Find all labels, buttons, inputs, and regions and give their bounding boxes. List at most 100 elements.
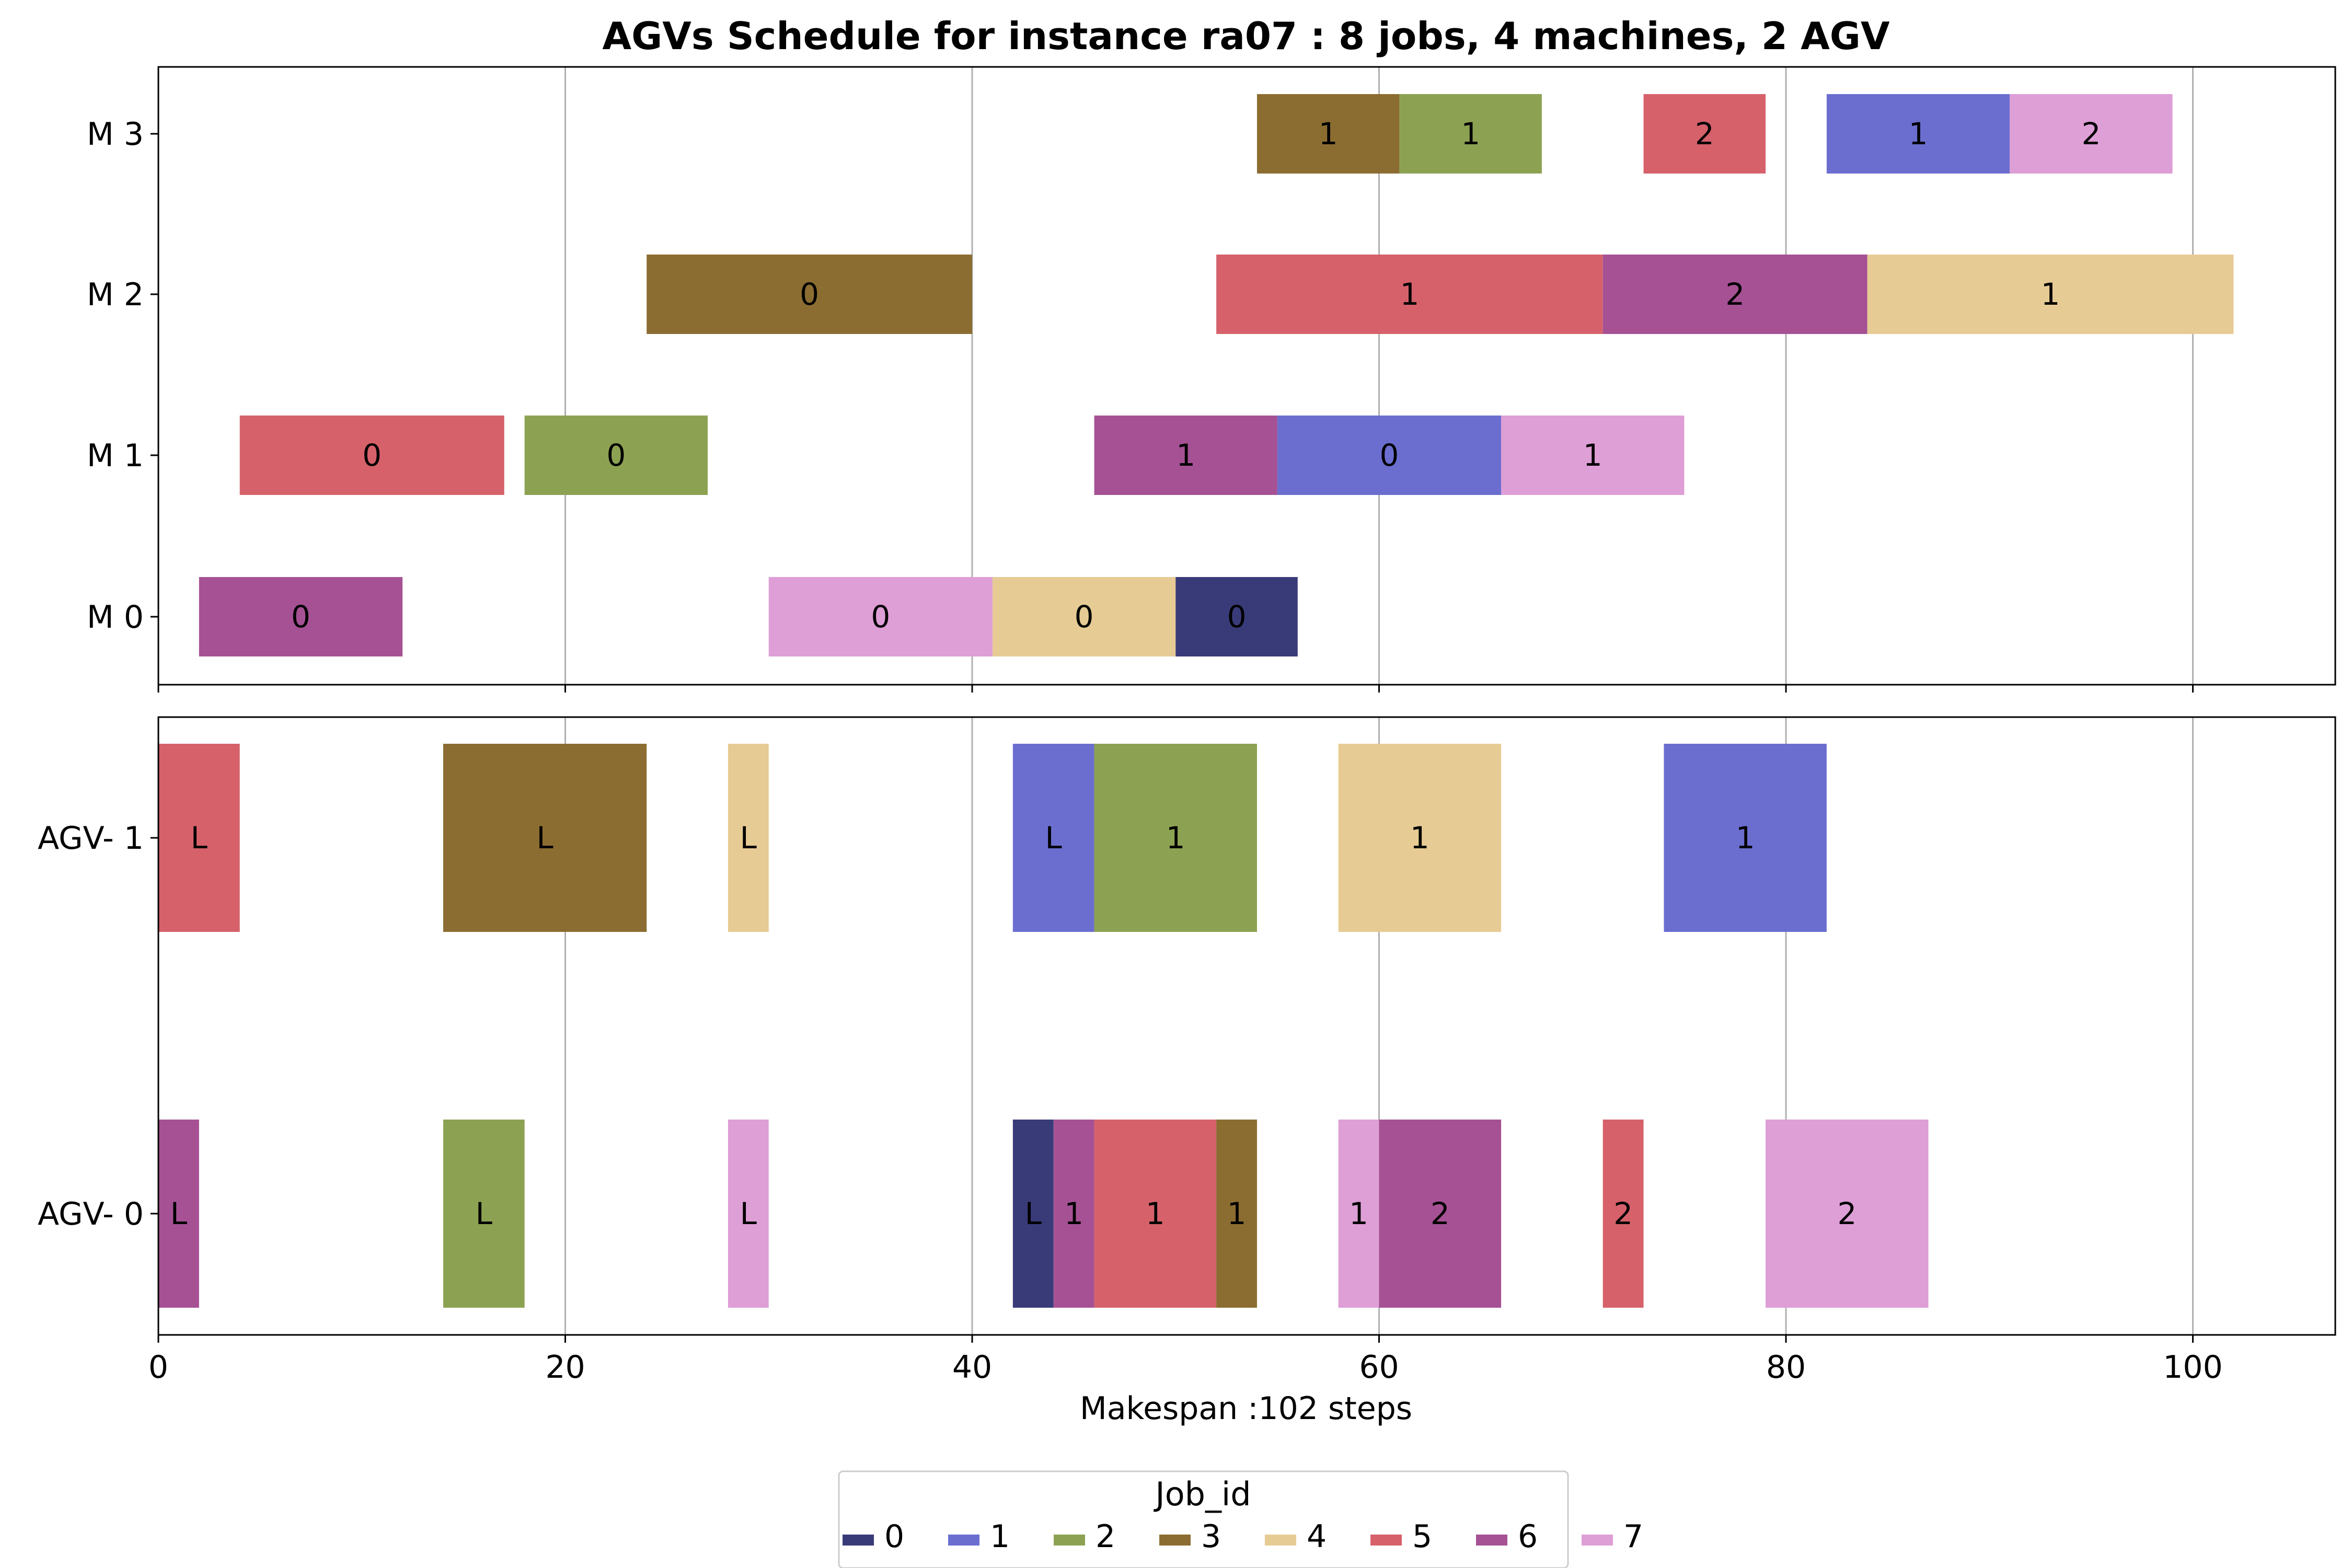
machine-task-bar	[1643, 94, 1766, 174]
legend-label-job-5: 5	[1412, 1518, 1432, 1555]
agv-task-bar	[728, 1120, 769, 1308]
machine-task-label: 1	[1909, 116, 1928, 152]
legend-label-job-7: 7	[1623, 1518, 1643, 1555]
agv-task-bar	[1664, 744, 1827, 932]
agv-task-bar	[158, 744, 240, 932]
agv-task-bar	[158, 1120, 199, 1308]
agv-x-tick-label: 100	[2163, 1349, 2223, 1386]
machine-row-label: M 1	[87, 437, 144, 474]
machine-task-bar	[199, 577, 403, 656]
agv-task-bar	[1094, 1120, 1217, 1308]
machine-task-label: 0	[362, 437, 382, 473]
agv-task-bar	[1338, 744, 1502, 932]
machine-task-label: 1	[1400, 276, 1419, 312]
machine-task-bar	[1602, 255, 1867, 334]
machine-panel: 1 1 2 1 2 0 1 2 1 0 0 1 0 1 0 0 0 0 M 0 M 1 M 2 M 3	[87, 66, 2336, 693]
machine-task-bar	[524, 416, 708, 495]
machine-task-bar	[647, 255, 973, 334]
machine-task-label: 0	[291, 599, 310, 635]
agv-x-tick-label: 40	[952, 1349, 992, 1386]
agv-task-label: L	[740, 1196, 757, 1231]
agv-task-bar	[1053, 1120, 1094, 1308]
agv-x-tick-label: 60	[1359, 1349, 1399, 1386]
machine-task-bar	[1277, 416, 1502, 495]
agv-task-label: L	[1045, 820, 1062, 856]
machine-task-label: 1	[1461, 116, 1480, 152]
legend-swatch-job-2	[1054, 1535, 1085, 1546]
machine-task-label: 0	[800, 276, 819, 312]
legend-swatch-job-7	[1582, 1535, 1613, 1546]
machine-task-bar	[1216, 255, 1603, 334]
machine-task-label: 1	[2041, 276, 2060, 312]
legend-swatch-job-5	[1370, 1535, 1402, 1546]
machine-task-bar	[2010, 94, 2173, 174]
machine-task-label: 1	[1583, 437, 1602, 473]
machine-task-bar	[992, 577, 1176, 656]
agv-task-bar	[1766, 1120, 1929, 1308]
agv-frame	[157, 716, 2336, 1336]
legend-items: 0 1 2 3 4 5 6 7	[843, 1518, 1643, 1555]
legend-label-job-4: 4	[1307, 1518, 1327, 1555]
machine-task-bar	[1826, 94, 2010, 174]
machine-task-label: 0	[1227, 599, 1247, 635]
machine-row-label: M 3	[87, 116, 144, 153]
agv-task-label: L	[1025, 1196, 1042, 1231]
agv-task-bar	[443, 744, 647, 932]
x-axis-label: Makespan :102 steps	[1080, 1390, 1412, 1427]
agv-task-label: 1	[1227, 1196, 1247, 1231]
machine-task-label: 2	[2081, 116, 2101, 152]
legend-label-job-6: 6	[1518, 1518, 1538, 1555]
legend-label-job-3: 3	[1201, 1518, 1221, 1555]
agv-task-label: 1	[1736, 820, 1755, 856]
agv-row-label: AGV- 0	[38, 1196, 144, 1232]
machine-task-bar	[768, 577, 993, 656]
agv-x-tick-label: 80	[1766, 1349, 1806, 1386]
legend: Job_id 0 1 2 3 4 5 6 7	[838, 1470, 1643, 1568]
agv-task-label: L	[191, 820, 207, 856]
agv-task-label: 1	[1166, 820, 1185, 856]
agv-task-label: 2	[1431, 1196, 1450, 1231]
machine-task-bar	[1501, 416, 1685, 495]
agv-task-label: 2	[1837, 1196, 1857, 1231]
agv-task-label: L	[476, 1196, 492, 1231]
machine-task-bar	[1399, 94, 1542, 174]
agv-task-bar	[1338, 1120, 1379, 1308]
legend-label-job-1: 1	[990, 1518, 1010, 1555]
legend-swatch-job-3	[1159, 1535, 1191, 1546]
agv-task-label: 1	[1349, 1196, 1368, 1231]
agv-task-bar	[1012, 744, 1094, 932]
legend-swatch-job-0	[843, 1535, 874, 1546]
agv-x-tick-label: 20	[545, 1349, 585, 1386]
agv-task-bar	[1602, 1120, 1644, 1308]
machine-task-bar	[239, 416, 504, 495]
agv-task-bar	[1094, 744, 1257, 932]
machine-task-bar	[1256, 94, 1400, 174]
machine-frame	[157, 66, 2336, 686]
machine-task-bar	[1175, 577, 1298, 656]
machine-task-label: 0	[871, 599, 890, 635]
agv-task-label: 1	[1146, 1196, 1165, 1231]
machine-task-label: 1	[1319, 116, 1338, 152]
machine-task-label: 1	[1176, 437, 1195, 473]
agv-task-bar	[1012, 1120, 1054, 1308]
agv-task-label: 1	[1410, 820, 1429, 856]
machine-task-label: 0	[1380, 437, 1399, 473]
agv-task-label: L	[536, 820, 553, 856]
machine-task-bar	[1094, 416, 1277, 495]
legend-swatch-job-4	[1265, 1535, 1296, 1546]
legend-label-job-2: 2	[1096, 1518, 1115, 1555]
machine-task-label: 2	[1695, 116, 1714, 152]
agv-task-bar	[728, 744, 769, 932]
machine-task-label: 0	[1075, 599, 1094, 635]
chart-title: AGVs Schedule for instance ra07 : 8 jobs…	[602, 14, 1890, 58]
machine-row-label: M 2	[87, 276, 144, 313]
agv-task-label: L	[170, 1196, 187, 1231]
agv-task-label: L	[740, 820, 757, 856]
machine-task-label: 2	[1725, 276, 1745, 312]
agv-task-label: 1	[1064, 1196, 1083, 1231]
legend-label-job-0: 0	[884, 1518, 904, 1555]
legend-title: Job_id	[1153, 1475, 1251, 1513]
agv-task-bar	[1379, 1120, 1502, 1308]
